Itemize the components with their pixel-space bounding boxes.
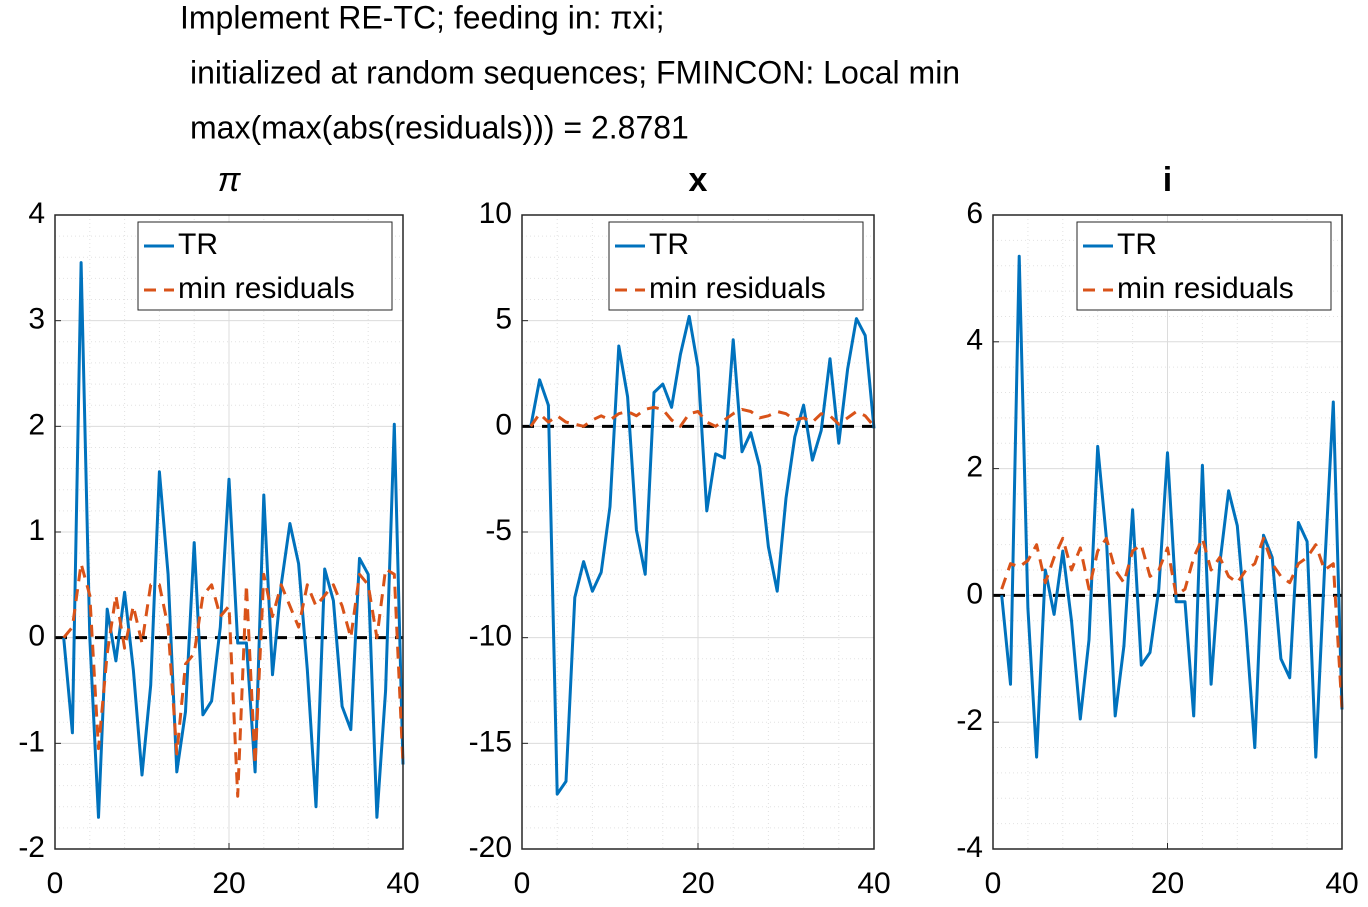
x-tick-label: 20	[212, 867, 245, 900]
figure-title-line: initialized at random sequences; FMINCON…	[190, 54, 960, 90]
y-tick-label: 6	[966, 197, 983, 230]
x-tick-label: 0	[47, 867, 64, 900]
x-tick-label: 0	[985, 867, 1002, 900]
y-tick-label: -5	[485, 514, 512, 547]
axes-box	[54, 214, 404, 850]
y-tick-label: -4	[956, 831, 983, 864]
legend-box	[1076, 221, 1332, 311]
x-tick-label: 40	[1325, 867, 1358, 900]
legend-label: min residuals	[1117, 272, 1294, 305]
y-tick-label: 5	[495, 303, 512, 336]
y-tick-label: 4	[966, 324, 983, 357]
x-tick-label: 40	[386, 867, 419, 900]
y-tick-label: 3	[28, 303, 45, 336]
figure-title-line: Implement RE-TC; feeding in: πxi;	[180, 0, 664, 35]
axes-box	[521, 214, 875, 850]
figure-title-line: max(max(abs(residuals))) = 2.8781	[190, 109, 689, 145]
legend-label: TR	[178, 228, 218, 261]
subplot-title: i	[1163, 161, 1172, 199]
x-tick-label: 20	[1151, 867, 1184, 900]
x-tick-label: 40	[857, 867, 890, 900]
series-line	[62, 562, 405, 798]
y-tick-label: 1	[28, 514, 45, 547]
subplot-title: x	[689, 161, 708, 199]
y-tick-label: -20	[469, 831, 512, 864]
series-line	[529, 405, 876, 428]
series-line	[1000, 254, 1344, 759]
y-tick-label: 10	[479, 197, 512, 230]
legend-label: TR	[1117, 228, 1157, 261]
legend-label: min residuals	[178, 272, 355, 305]
subplot: -4 -2 0 2 4 6 0 20 40 iTR min residuals	[956, 161, 1358, 900]
legend-box	[137, 221, 393, 311]
axes-box	[992, 214, 1343, 850]
y-tick-label: 4	[28, 197, 45, 230]
y-tick-label: 0	[28, 620, 45, 653]
y-tick-label: -15	[469, 725, 512, 758]
subplot-title: π	[218, 161, 242, 199]
subplot: -20 -15 -10 -5 0 5 10 0 20 40 xTR min residuals	[469, 161, 891, 900]
y-tick-label: 2	[966, 451, 983, 484]
y-tick-label: 0	[495, 408, 512, 441]
y-tick-label: -10	[469, 620, 512, 653]
series-line	[1000, 536, 1344, 710]
y-tick-label: 2	[28, 408, 45, 441]
legend-box	[608, 221, 864, 311]
y-tick-label: 0	[966, 577, 983, 610]
y-tick-label: -2	[18, 831, 45, 864]
x-tick-label: 20	[681, 867, 714, 900]
legend-label: min residuals	[649, 272, 826, 305]
x-tick-label: 0	[514, 867, 531, 900]
y-tick-label: -2	[956, 704, 983, 737]
y-tick-label: -1	[18, 725, 45, 758]
legend-label: TR	[649, 228, 689, 261]
series-line	[529, 314, 876, 796]
